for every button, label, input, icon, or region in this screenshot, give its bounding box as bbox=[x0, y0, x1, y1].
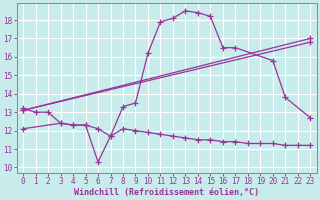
X-axis label: Windchill (Refroidissement éolien,°C): Windchill (Refroidissement éolien,°C) bbox=[74, 188, 259, 197]
